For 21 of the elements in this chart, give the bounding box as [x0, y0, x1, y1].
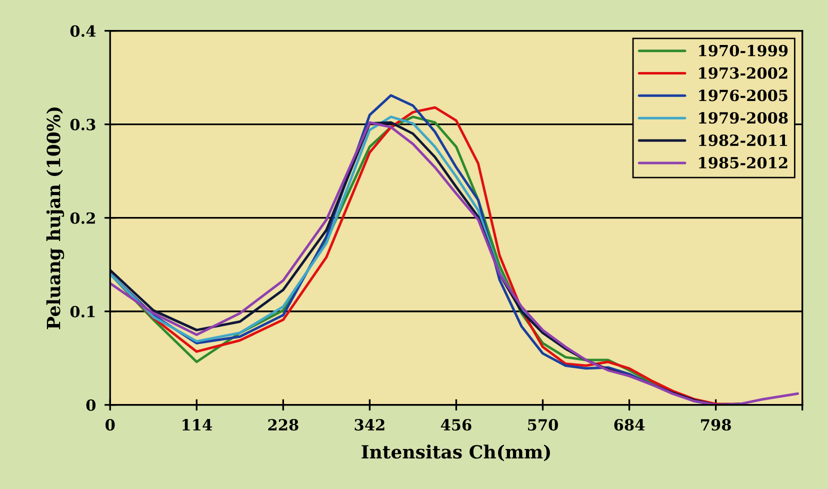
x-tick-label: 570: [528, 419, 558, 431]
y-tick-label: 0.3: [70, 118, 96, 130]
x-tick-label: 228: [268, 419, 298, 431]
legend-label: 1973-2002: [699, 67, 788, 79]
y-tick-label: 0.1: [70, 306, 95, 318]
legend-label: 1970-1999: [699, 44, 788, 56]
x-tick-label: 342: [354, 419, 384, 431]
y-tick-label: 0: [86, 399, 96, 411]
y-axis-title: Peluang hujan (100%): [46, 107, 64, 330]
x-tick-label: 114: [182, 419, 212, 430]
legend-label: 1979-2008: [699, 112, 788, 124]
legend-label: 1976-2005: [699, 90, 788, 102]
x-tick-label: 456: [440, 419, 472, 431]
x-tick-label: 684: [614, 419, 645, 431]
legend-label: 1982-2011: [699, 134, 788, 146]
x-axis-title: Intensitas Ch(mm): [362, 444, 550, 462]
x-tick-label: 798: [701, 419, 731, 431]
x-tick-label: 0: [106, 419, 115, 431]
y-tick-label: 0.2: [70, 212, 95, 224]
y-tick-label: 0.4: [70, 25, 96, 37]
legend-label: 1985-2012: [699, 156, 788, 169]
